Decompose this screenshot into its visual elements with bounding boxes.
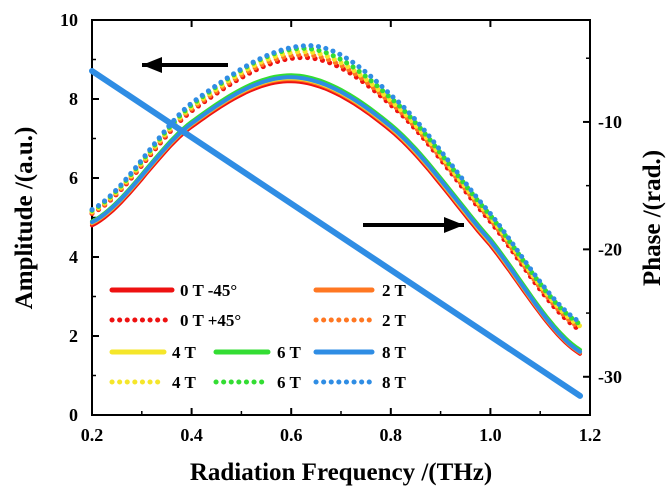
phase-curve: [89, 67, 584, 399]
legend-label: 0 T +45°: [180, 311, 241, 330]
arrow-left-icon: [142, 57, 162, 73]
y2-axis-label: Phase /(rad.): [639, 150, 666, 286]
legend-label: 2 T: [382, 311, 406, 330]
phase-series-line: [89, 67, 584, 399]
x-tick-label: 0.6: [280, 425, 303, 445]
legend-label: 6 T: [277, 343, 301, 362]
y2-tick-label: -10: [598, 112, 622, 132]
y-tick-label: 8: [69, 89, 78, 109]
y-tick-label: 4: [69, 247, 78, 267]
legend-label: 8 T: [382, 373, 406, 392]
legend-label: 4 T: [172, 373, 196, 392]
legend: 0 T -45° 2 T 0 T +45° 2 T 4 T 6 T 8 T 4 T 6 T 8 T: [109, 281, 406, 392]
y-tick-label: 0: [69, 405, 78, 425]
amplitude-series-line: [89, 43, 583, 325]
x-tick-label: 0.8: [380, 425, 403, 445]
arrow-right-icon: [444, 217, 464, 233]
y-tick-label: 2: [69, 326, 78, 346]
y-axis-label: Amplitude /(a.u.): [11, 127, 38, 310]
legend-label: 0 T -45°: [180, 281, 237, 300]
x-tick-label: 0.4: [180, 425, 203, 445]
y-tick-label: 10: [60, 10, 78, 30]
legend-label: 2 T: [382, 281, 406, 300]
amplitude-curves: [89, 43, 583, 356]
x-tick-label: 0.2: [81, 425, 104, 445]
axis-arrows: [142, 57, 464, 233]
y-tick-label: 6: [69, 168, 78, 188]
y2-tick-label: -20: [598, 239, 622, 259]
x-axis-label: Radiation Frequency /(THz): [190, 459, 492, 486]
amplitude-series-line: [89, 52, 583, 331]
amplitude-series-line: [90, 75, 582, 354]
y2-tick-label: -30: [598, 367, 622, 387]
legend-label: 8 T: [382, 343, 406, 362]
legend-label: 4 T: [172, 343, 196, 362]
x-tick-label: 1.0: [479, 425, 502, 445]
axis-ticks: 0.2 0.4 0.6 0.8 1.0 1.2 0 2 4 6 8 10 -10 -20 -30: [60, 10, 622, 445]
x-tick-label: 1.2: [579, 425, 602, 445]
legend-label: 6 T: [277, 373, 301, 392]
